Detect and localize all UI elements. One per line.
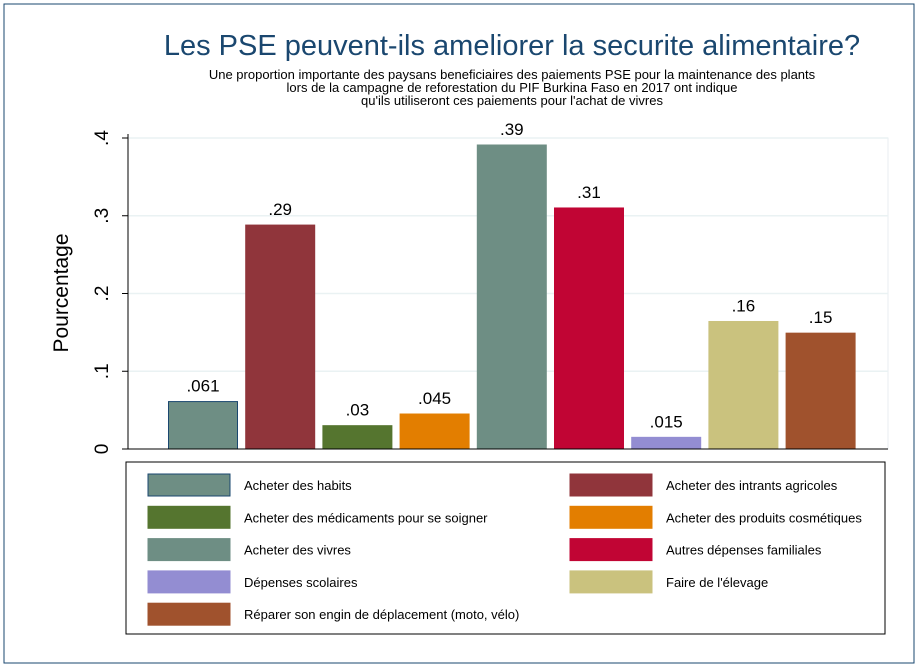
bar [168, 401, 238, 450]
y-tick-label: .3 [92, 208, 113, 224]
bar [245, 224, 316, 450]
chart-subtitle-line-1: Une proportion importante des paysans be… [209, 67, 816, 82]
legend-swatch [147, 538, 231, 562]
legend-label: Faire de l'élevage [666, 575, 768, 590]
chart-title: Les PSE peuvent-ils ameliorer la securit… [164, 30, 860, 62]
bar [708, 320, 779, 450]
legend-label: Acheter des habits [244, 478, 352, 493]
bar [476, 144, 547, 450]
bar-value-label: .16 [732, 296, 756, 315]
bar-value-label: .03 [346, 401, 370, 420]
y-tick-label: .1 [92, 363, 113, 379]
data-labels: .061 .29 .03 .045 .39 .31 .015 .16 .15 [186, 120, 832, 431]
legend-label: Dépenses scolaires [244, 575, 358, 590]
legend-box [125, 461, 886, 635]
legend-label: Acheter des vivres [244, 543, 351, 558]
bar-value-label: .015 [650, 412, 683, 431]
y-tick-label: 0 [92, 444, 113, 455]
bar [554, 207, 624, 450]
bars [168, 144, 856, 450]
bar [322, 425, 393, 450]
y-tick-label: .4 [92, 130, 113, 146]
y-axis-label: Pourcentage [50, 233, 73, 352]
bar-value-label: .29 [268, 200, 292, 219]
chart-subtitle-line-3: qu'ils utiliseront ces paiements pour l'… [361, 93, 663, 108]
legend-swatch [569, 538, 653, 562]
legend: Acheter des habits Acheter des intrants a… [147, 473, 862, 626]
legend-label: Autres dépenses familiales [666, 543, 822, 558]
bar-value-label: .045 [418, 389, 451, 408]
legend-swatch [569, 473, 653, 497]
y-tick-label: .2 [92, 286, 113, 302]
legend-swatch [569, 570, 653, 594]
legend-swatch [569, 505, 653, 529]
bar [631, 436, 702, 450]
bar [785, 332, 856, 450]
bar-value-label: .061 [186, 377, 219, 396]
bar-value-label: .31 [577, 183, 601, 202]
legend-label: Acheter des médicaments pour se soigner [244, 510, 488, 525]
legend-label: Réparer son engin de déplacement (moto, … [244, 607, 519, 622]
bar-value-label: .39 [500, 120, 524, 139]
legend-label: Acheter des intrants agricoles [666, 478, 838, 493]
legend-swatch [147, 570, 231, 594]
legend-swatch [147, 505, 231, 529]
y-axis: 0 .1 .2 .3 .4 [92, 130, 888, 455]
legend-label: Acheter des produits cosmétiques [666, 510, 862, 525]
legend-swatch [147, 602, 231, 626]
bar-value-label: .15 [809, 308, 833, 327]
legend-swatch [147, 473, 231, 497]
chart-subtitle-line-2: lors de la campagne de reforestation du … [287, 80, 738, 95]
bar [399, 413, 470, 450]
